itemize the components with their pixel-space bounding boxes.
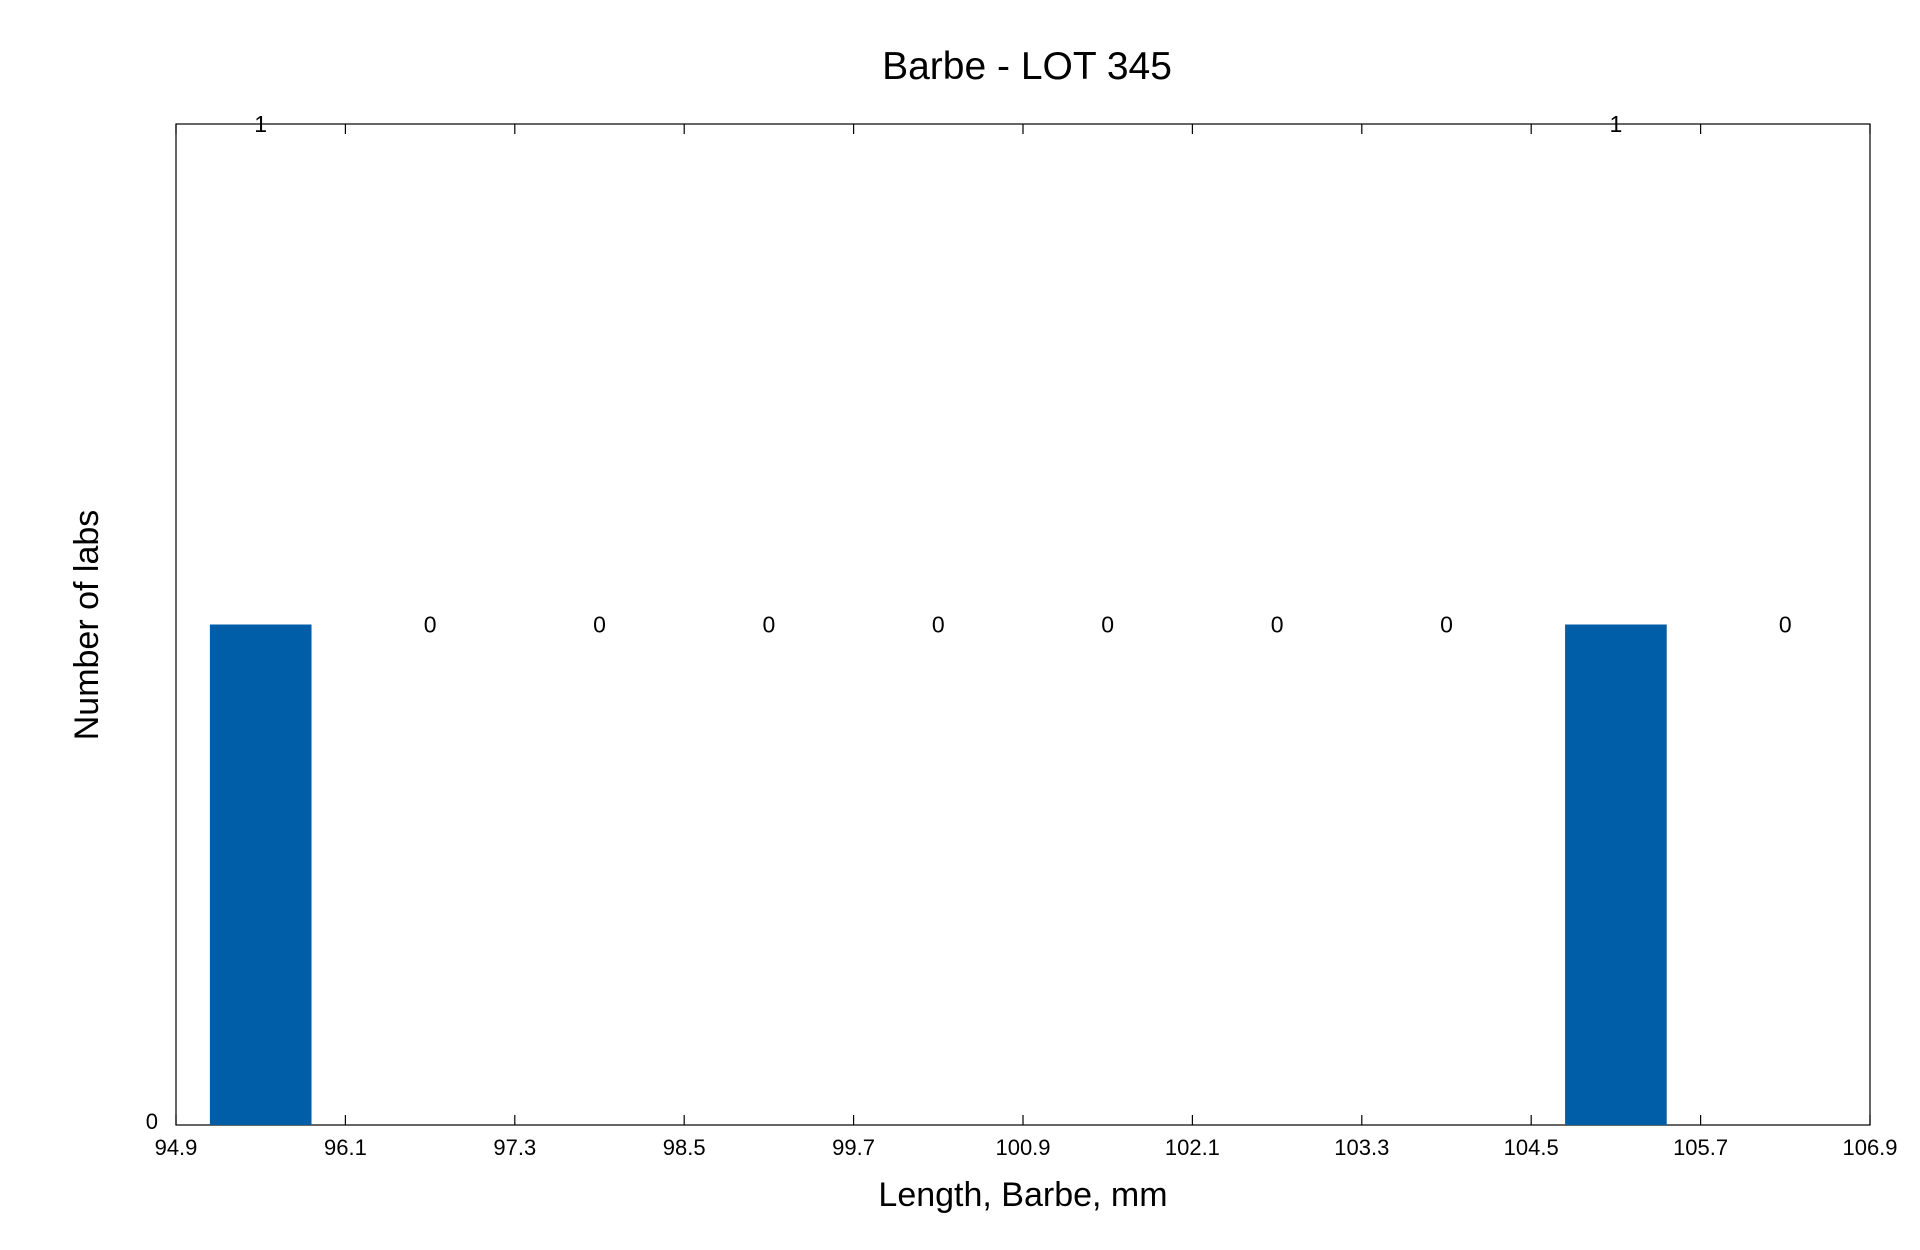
x-tick-label: 105.7 — [1673, 1135, 1728, 1160]
bar-value-label: 1 — [1610, 111, 1623, 137]
x-tick-label: 102.1 — [1165, 1135, 1220, 1160]
x-tick-label: 97.3 — [493, 1135, 536, 1160]
y-axis-ticks: 0 — [146, 1109, 158, 1134]
bars-group — [209, 624, 1667, 1125]
x-tick-label: 99.7 — [832, 1135, 875, 1160]
y-tick-label: 0 — [146, 1109, 158, 1134]
bar-value-label: 0 — [1779, 612, 1792, 638]
x-tick-label: 98.5 — [663, 1135, 706, 1160]
x-tick-label: 104.5 — [1504, 1135, 1559, 1160]
bar-value-label: 0 — [763, 612, 776, 638]
bar-value-label: 1 — [254, 111, 267, 137]
chart-title: Barbe - LOT 345 — [882, 45, 1172, 88]
x-axis-ticks: 94.9 96.1 97.3 98.5 99.7 100.9 102.1 103.3 104.5… — [155, 124, 1898, 1160]
bar-value-label: 0 — [1440, 612, 1453, 638]
x-tick-label: 103.3 — [1334, 1135, 1389, 1160]
bar-labels-group: 1 0 0 0 0 0 0 0 1 0 — [254, 111, 1791, 638]
bar-value-label: 0 — [593, 612, 606, 638]
x-tick-label: 94.9 — [155, 1135, 198, 1160]
bar-value-label: 0 — [1271, 612, 1284, 638]
bar — [209, 624, 312, 1125]
x-tick-label: 96.1 — [324, 1135, 367, 1160]
x-axis-label: Length, Barbe, mm — [878, 1176, 1167, 1214]
x-tick-label: 106.9 — [1842, 1135, 1897, 1160]
x-tick-label: 100.9 — [995, 1135, 1050, 1160]
y-axis-label: Number of labs — [68, 510, 106, 741]
bar-value-label: 0 — [1101, 612, 1114, 638]
bar-value-label: 0 — [424, 612, 437, 638]
bar-value-label: 0 — [932, 612, 945, 638]
bar — [1565, 624, 1667, 1125]
